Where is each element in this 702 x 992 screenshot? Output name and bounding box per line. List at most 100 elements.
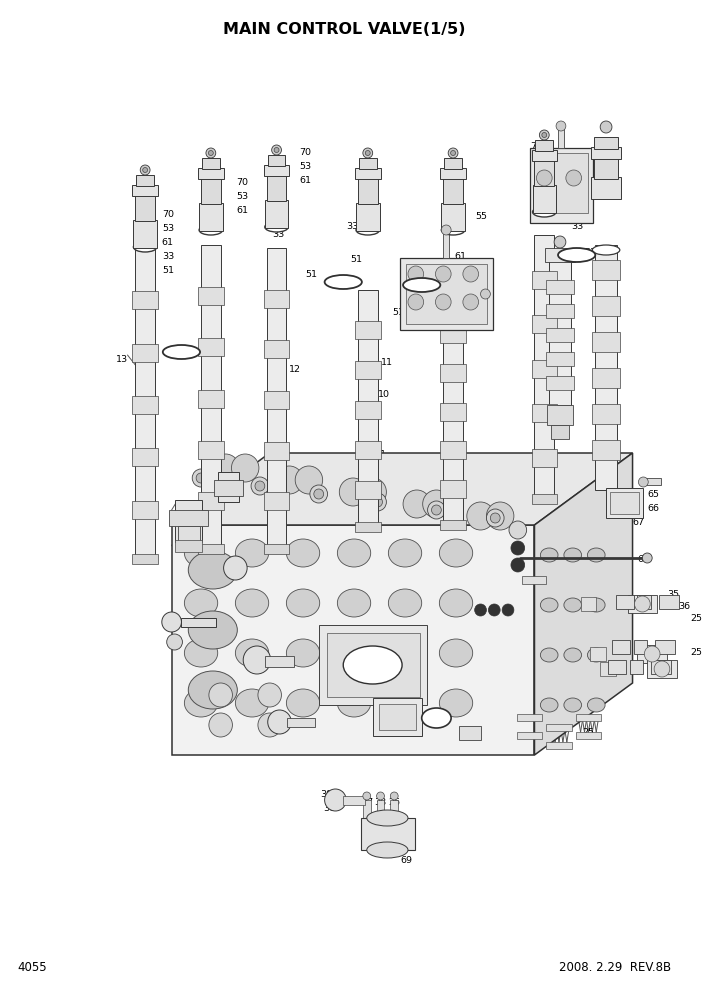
Ellipse shape — [163, 345, 200, 359]
Bar — [168, 510, 208, 526]
Ellipse shape — [422, 708, 451, 728]
Text: 53: 53 — [299, 162, 311, 171]
Text: 61: 61 — [569, 162, 581, 171]
Ellipse shape — [558, 248, 595, 262]
Circle shape — [376, 792, 385, 800]
Ellipse shape — [235, 539, 269, 567]
Text: 61: 61 — [237, 206, 249, 215]
Ellipse shape — [338, 689, 371, 717]
Text: 14: 14 — [459, 278, 471, 287]
Text: 56: 56 — [405, 694, 417, 703]
Bar — [442, 203, 465, 231]
Circle shape — [542, 133, 547, 138]
Bar — [406, 264, 487, 324]
Bar — [534, 153, 588, 213]
Circle shape — [475, 604, 486, 616]
Ellipse shape — [439, 539, 472, 567]
Bar — [546, 352, 574, 366]
Bar — [534, 235, 554, 502]
Circle shape — [196, 473, 206, 483]
Circle shape — [644, 646, 660, 662]
Text: 39: 39 — [321, 790, 333, 799]
Bar — [178, 526, 200, 546]
Bar — [343, 796, 365, 805]
Text: 35: 35 — [608, 660, 620, 669]
Circle shape — [267, 710, 291, 734]
Circle shape — [600, 121, 612, 133]
Bar — [440, 403, 466, 421]
Text: 25: 25 — [652, 660, 664, 669]
Bar — [548, 405, 573, 425]
Bar — [378, 704, 416, 730]
Ellipse shape — [592, 245, 620, 255]
Bar — [198, 390, 224, 408]
Circle shape — [192, 469, 210, 487]
Bar — [440, 364, 466, 382]
Circle shape — [486, 509, 504, 527]
Circle shape — [432, 505, 442, 515]
Circle shape — [258, 713, 282, 737]
Ellipse shape — [388, 589, 422, 617]
Text: 51: 51 — [585, 248, 597, 257]
Ellipse shape — [588, 648, 605, 662]
Bar — [326, 633, 420, 697]
Circle shape — [403, 490, 430, 518]
Bar — [533, 185, 556, 213]
Text: 21: 21 — [375, 450, 387, 459]
Text: 21: 21 — [538, 615, 550, 624]
Circle shape — [272, 145, 282, 155]
Text: 70: 70 — [364, 210, 376, 219]
Ellipse shape — [403, 278, 440, 292]
Circle shape — [359, 478, 386, 506]
Bar — [546, 724, 571, 731]
Bar — [218, 472, 239, 502]
Circle shape — [209, 683, 232, 707]
Ellipse shape — [188, 671, 237, 709]
Text: 4055: 4055 — [18, 961, 47, 974]
Bar — [175, 500, 202, 542]
Circle shape — [373, 497, 383, 507]
Bar — [595, 245, 617, 490]
Text: 4: 4 — [593, 330, 600, 339]
Circle shape — [502, 604, 514, 616]
Bar — [592, 404, 620, 424]
Bar — [608, 660, 625, 674]
Circle shape — [363, 792, 371, 800]
Circle shape — [208, 151, 213, 156]
Text: 51: 51 — [162, 266, 174, 275]
Circle shape — [212, 454, 239, 482]
Circle shape — [274, 148, 279, 153]
Bar — [355, 168, 380, 179]
Circle shape — [369, 493, 386, 511]
Bar — [633, 640, 647, 654]
Text: 61: 61 — [454, 252, 466, 261]
Bar — [135, 195, 155, 221]
Ellipse shape — [541, 698, 558, 712]
Circle shape — [511, 541, 524, 555]
Text: 33: 33 — [571, 222, 583, 231]
Text: 29: 29 — [235, 668, 247, 677]
Ellipse shape — [388, 539, 422, 567]
Text: 42: 42 — [373, 700, 385, 709]
Ellipse shape — [564, 648, 581, 662]
Text: 55: 55 — [476, 212, 488, 221]
Bar — [133, 448, 158, 466]
Circle shape — [509, 521, 526, 539]
Circle shape — [365, 151, 370, 156]
Bar — [214, 480, 243, 496]
Bar — [592, 260, 620, 280]
Bar — [546, 376, 574, 390]
Bar — [534, 160, 554, 186]
Circle shape — [143, 168, 147, 173]
Ellipse shape — [564, 598, 581, 612]
Text: 36: 36 — [324, 804, 336, 813]
Bar — [590, 647, 606, 661]
Circle shape — [463, 294, 479, 310]
Bar — [390, 800, 398, 818]
Bar — [264, 544, 289, 554]
Bar — [610, 492, 640, 514]
Bar — [459, 726, 481, 740]
Bar — [651, 660, 671, 674]
Bar — [198, 440, 224, 458]
Ellipse shape — [338, 589, 371, 617]
